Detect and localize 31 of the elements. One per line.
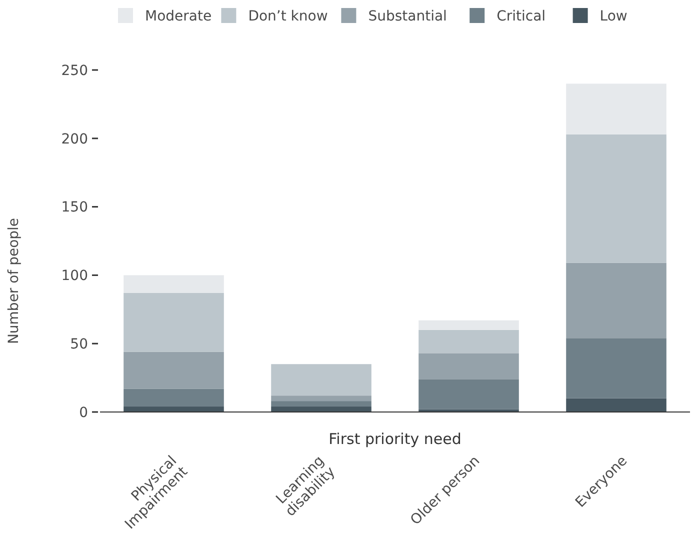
y-tick-label: 0: [79, 404, 88, 421]
legend-label: Moderate: [145, 8, 212, 24]
legend-label: Substantial: [368, 8, 447, 24]
bar: [124, 292, 224, 352]
bar: [124, 388, 224, 407]
bar: [271, 364, 372, 396]
y-tick-label: 100: [61, 268, 88, 284]
bar: [418, 320, 519, 330]
bar: [566, 398, 666, 412]
bar: [418, 379, 519, 410]
bar: [124, 406, 224, 412]
bar: [566, 338, 666, 398]
bar: [566, 84, 666, 134]
y-axis-title: Number of people: [6, 218, 22, 344]
bar: [418, 330, 519, 354]
legend-label: Don’t know: [248, 8, 328, 24]
bar: [124, 352, 224, 389]
x-axis-title: First priority need: [328, 430, 462, 448]
legend-label: Critical: [496, 8, 546, 24]
y-tick-label: 50: [70, 336, 88, 352]
bar: [124, 275, 224, 293]
bar: [566, 134, 666, 263]
legend-label: Low: [600, 8, 628, 24]
bar: [418, 353, 519, 380]
y-tick-label: 250: [61, 62, 88, 79]
y-tick-label: 200: [61, 131, 88, 148]
y-tick-label: 150: [61, 200, 88, 216]
bar: [566, 262, 666, 338]
bar: [271, 401, 372, 407]
bar: [271, 406, 372, 412]
bar: [271, 396, 372, 402]
